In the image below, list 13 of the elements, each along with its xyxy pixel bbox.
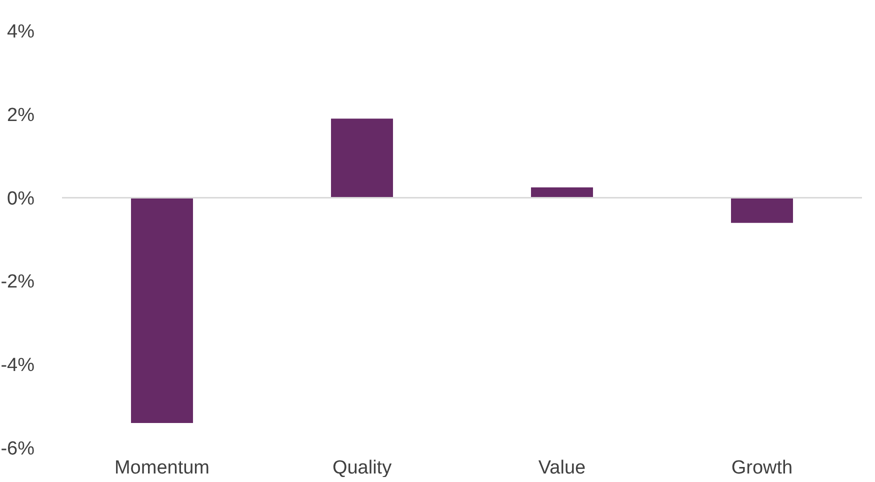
y-tick-label: -6% (0, 438, 35, 460)
x-tick-label: Momentum (114, 458, 210, 478)
y-tick-label: -4% (0, 355, 35, 376)
x-tick-label: Value (538, 458, 586, 478)
y-tick-label: 4% (7, 22, 35, 42)
bar (131, 198, 193, 423)
y-tick-label: 2% (7, 104, 35, 126)
bar (731, 198, 793, 223)
bar (331, 118, 393, 198)
y-tick-label: -2% (0, 272, 35, 293)
bar (531, 187, 593, 198)
x-tick-label: Growth (731, 458, 793, 478)
y-tick-label: 0% (7, 188, 35, 210)
